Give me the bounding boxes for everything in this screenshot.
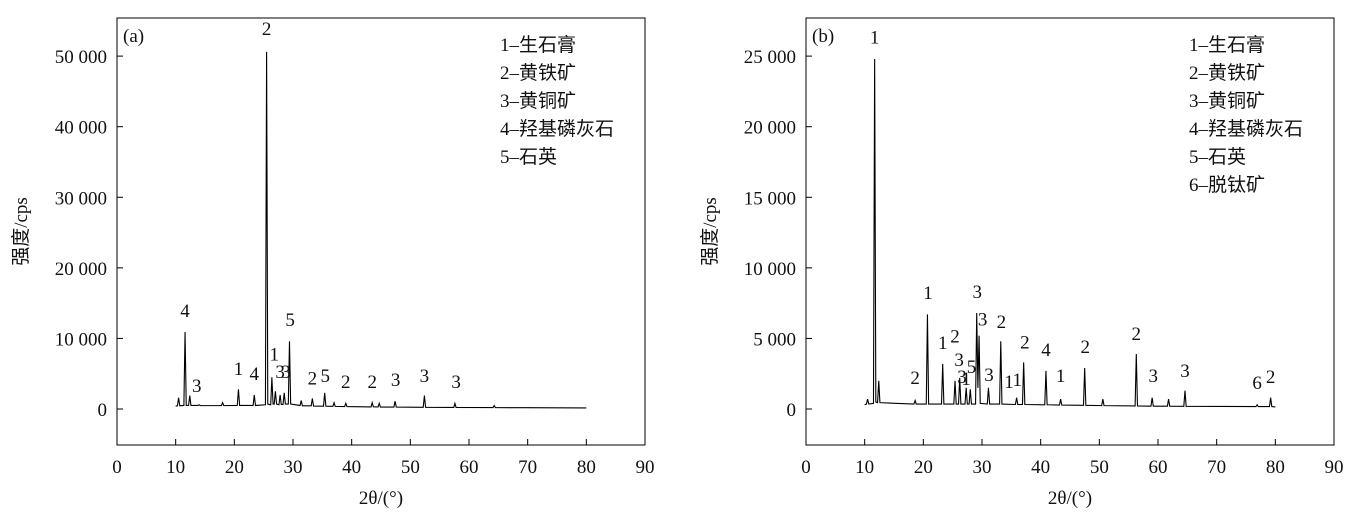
peak-label: 6	[1252, 373, 1262, 394]
x-tick-label: 10	[166, 457, 185, 478]
legend-text: 5–石英	[500, 146, 557, 168]
peak-label: 2	[367, 372, 377, 393]
peak-label: 3	[391, 370, 401, 391]
peak-label: 2	[262, 19, 272, 40]
x-tick-label: 50	[401, 457, 420, 478]
peak-label: 2	[1132, 324, 1142, 345]
y-tick-label: 0	[98, 400, 108, 421]
peak-label: 2	[997, 312, 1007, 333]
peak-label: 2	[1081, 337, 1091, 358]
y-tick-label: 15 000	[744, 188, 796, 209]
peak-label: 3	[420, 366, 430, 387]
peak-label: 3	[275, 362, 285, 383]
peak-label: 1	[234, 359, 244, 380]
y-tick-label: 5 000	[753, 329, 796, 350]
peak-label: 4	[180, 301, 190, 322]
y-tick-label: 20 000	[55, 259, 107, 280]
peak-label: 3	[281, 362, 291, 383]
peak-label: 2	[308, 368, 318, 389]
peak-label: 4	[250, 364, 260, 385]
peak-label: 2	[341, 372, 351, 393]
xrd-line	[864, 58, 1276, 408]
xrd-line	[175, 51, 587, 409]
x-tick-label: 0	[801, 457, 811, 478]
peak-label: 3	[1180, 361, 1190, 382]
x-axis-label: 2θ/(°)	[1048, 488, 1092, 509]
peak-label: 2	[1020, 332, 1030, 353]
x-tick-label: 60	[1149, 457, 1168, 478]
y-tick-label: 30 000	[55, 188, 107, 209]
peak-label: 5	[321, 366, 331, 387]
x-tick-label: 30	[284, 457, 303, 478]
y-tick-label: 40 000	[55, 118, 107, 139]
peak-label: 1	[938, 333, 948, 354]
y-tick-label: 0	[787, 400, 797, 421]
legend-text: 3–黄铜矿	[500, 90, 576, 112]
x-tick-label: 0	[112, 457, 122, 478]
peak-label: 1	[1056, 366, 1066, 387]
x-tick-label: 30	[973, 457, 992, 478]
legend-text: 6–脱钛矿	[1189, 174, 1265, 196]
x-axis-label: 2θ/(°)	[359, 488, 403, 509]
peak-label: 2	[1266, 367, 1276, 388]
x-tick-label: 50	[1090, 457, 1109, 478]
peak-label: 2	[950, 327, 960, 348]
peak-label: 1	[1012, 370, 1022, 391]
y-tick-label: 10 000	[744, 259, 796, 280]
peak-label: 1	[923, 283, 933, 304]
peak-label: 4	[1041, 340, 1051, 361]
x-tick-label: 10	[855, 457, 874, 478]
x-tick-label: 80	[577, 457, 596, 478]
y-axis-label: 强度/cps	[699, 197, 721, 266]
legend-text: 4–羟基磷灰石	[1189, 118, 1303, 140]
y-axis-label: 强度/cps	[10, 197, 32, 266]
peak-label: 1	[1004, 372, 1014, 393]
legend-text: 4–羟基磷灰石	[500, 118, 614, 140]
peak-label: 1	[269, 344, 279, 365]
plot-frame	[116, 17, 646, 446]
peak-label: 3	[978, 310, 988, 331]
x-tick-label: 60	[460, 457, 479, 478]
legend-text: 2–黄铁矿	[500, 62, 576, 84]
peak-label: 3	[192, 376, 202, 397]
x-tick-label: 90	[636, 457, 655, 478]
x-tick-label: 20	[225, 457, 244, 478]
legend-text: 3–黄铜矿	[1189, 90, 1265, 112]
legend-text: 1–生石膏	[1189, 33, 1265, 56]
peak-label: 5	[285, 310, 295, 331]
peak-label: 3	[1149, 366, 1159, 387]
x-tick-label: 80	[1266, 457, 1285, 478]
peak-label: 3	[957, 367, 967, 388]
peak-label: 1	[870, 27, 880, 48]
x-tick-label: 90	[1325, 457, 1344, 478]
x-tick-label: 40	[1031, 457, 1050, 478]
y-tick-label: 25 000	[744, 47, 796, 68]
y-tick-label: 50 000	[55, 47, 107, 68]
panel-label: (a)	[123, 26, 144, 47]
peak-label: 1	[961, 369, 971, 390]
x-tick-label: 40	[342, 457, 361, 478]
panel-label: (b)	[812, 26, 834, 47]
peak-label: 3	[973, 282, 983, 303]
peak-label: 3	[984, 365, 994, 386]
peak-label: 3	[451, 372, 461, 393]
legend-text: 1–生石膏	[500, 33, 576, 56]
legend-text: 5–石英	[1189, 146, 1246, 168]
legend-text: 2–黄铁矿	[1189, 62, 1265, 84]
plot-frame	[805, 17, 1335, 446]
peak-label: 3	[954, 350, 964, 371]
peak-label: 2	[910, 368, 920, 389]
x-tick-label: 70	[518, 457, 537, 478]
peak-label: 5	[967, 357, 977, 378]
x-tick-label: 70	[1207, 457, 1226, 478]
x-tick-label: 20	[914, 457, 933, 478]
y-tick-label: 10 000	[55, 329, 107, 350]
y-tick-label: 20 000	[744, 118, 796, 139]
